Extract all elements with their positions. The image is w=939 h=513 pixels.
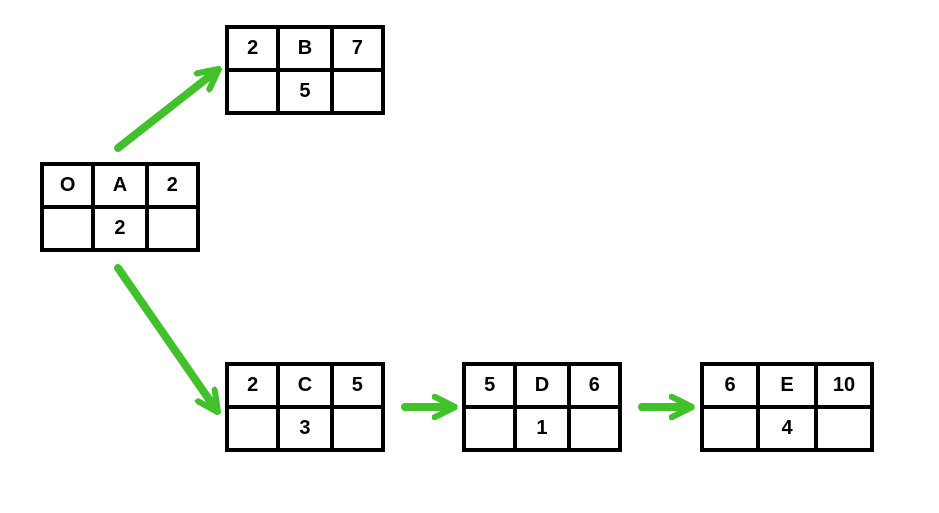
node-A-cell-5 — [147, 207, 200, 252]
node-B-cell-1: B — [278, 25, 331, 70]
node-A-cell-4: 2 — [93, 207, 146, 252]
node-D: 5D61 — [462, 362, 622, 452]
node-B-cell-0: 2 — [225, 25, 278, 70]
node-E-cell-4: 4 — [758, 407, 816, 452]
node-B: 2B75 — [225, 25, 385, 115]
node-E-cell-2: 10 — [816, 362, 874, 407]
edge-A-C — [118, 268, 215, 408]
node-C-cell-2: 5 — [332, 362, 385, 407]
node-E: 6E104 — [700, 362, 874, 452]
node-D-cell-4: 1 — [515, 407, 568, 452]
node-D-cell-5 — [569, 407, 622, 452]
node-D-cell-2: 6 — [569, 362, 622, 407]
node-A-cell-2: 2 — [147, 162, 200, 207]
node-C-cell-5 — [332, 407, 385, 452]
node-C-cell-0: 2 — [225, 362, 278, 407]
node-D-cell-1: D — [515, 362, 568, 407]
node-D-cell-0: 5 — [462, 362, 515, 407]
node-C-cell-4: 3 — [278, 407, 331, 452]
node-C: 2C53 — [225, 362, 385, 452]
node-C-cell-3 — [225, 407, 278, 452]
node-E-cell-5 — [816, 407, 874, 452]
node-B-cell-5 — [332, 70, 385, 115]
node-B-cell-3 — [225, 70, 278, 115]
edge-A-B — [118, 72, 215, 148]
node-B-cell-4: 5 — [278, 70, 331, 115]
node-A-cell-3 — [40, 207, 93, 252]
node-E-cell-1: E — [758, 362, 816, 407]
node-E-cell-3 — [700, 407, 758, 452]
node-A: OA22 — [40, 162, 200, 252]
node-A-cell-0: O — [40, 162, 93, 207]
node-A-cell-1: A — [93, 162, 146, 207]
node-E-cell-0: 6 — [700, 362, 758, 407]
diagram-stage: OA222B752C535D616E104 — [0, 0, 939, 513]
node-C-cell-1: C — [278, 362, 331, 407]
node-D-cell-3 — [462, 407, 515, 452]
node-B-cell-2: 7 — [332, 25, 385, 70]
